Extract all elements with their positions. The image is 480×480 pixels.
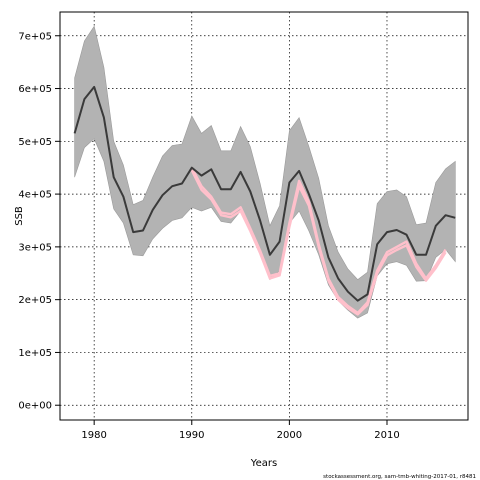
x-tick-label: 1990 bbox=[179, 430, 204, 441]
confidence-band bbox=[74, 25, 456, 319]
x-tick-label: 2010 bbox=[374, 430, 399, 441]
gridlines bbox=[60, 12, 468, 420]
retrospective-series bbox=[190, 169, 447, 316]
source-credit: stockassessment.org, sam-tmb-whiting-201… bbox=[323, 474, 476, 480]
x-tick-label: 1980 bbox=[81, 430, 106, 441]
axis-ticks: 1980 1990 2000 2010 0e+00 1e+05 2e+05 3e+05 4e+0… bbox=[18, 31, 399, 441]
y-tick-label: 4e+05 bbox=[18, 190, 52, 201]
y-tick-label: 3e+05 bbox=[18, 242, 52, 253]
x-axis-title: Years bbox=[250, 458, 277, 469]
y-tick-label: 0e+00 bbox=[18, 401, 52, 412]
y-tick-label: 1e+05 bbox=[18, 348, 52, 359]
y-tick-label: 7e+05 bbox=[18, 31, 52, 42]
retrospective-lines bbox=[190, 167, 447, 316]
y-axis-title: SSB bbox=[14, 206, 25, 226]
plot-frame bbox=[59, 11, 469, 421]
ssb-estimate-series bbox=[73, 85, 456, 302]
y-tick-label: 6e+05 bbox=[18, 84, 52, 95]
confidence-band-area bbox=[74, 25, 456, 319]
y-tick-label: 5e+05 bbox=[18, 137, 52, 148]
x-tick-label: 2000 bbox=[277, 430, 302, 441]
y-tick-label: 2e+05 bbox=[18, 295, 52, 306]
estimate-line bbox=[73, 85, 456, 302]
